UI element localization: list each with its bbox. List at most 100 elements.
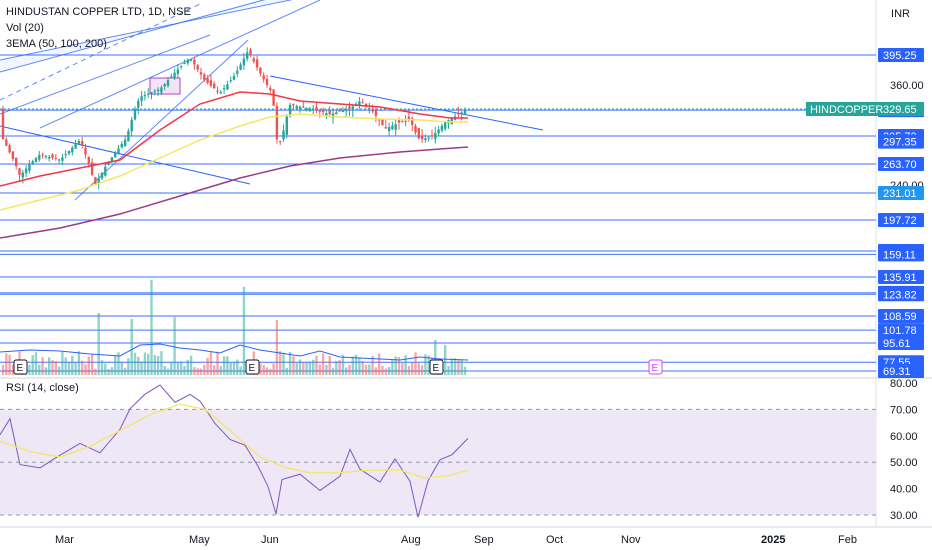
- volume-bar: [189, 355, 193, 375]
- price-level-tag-box: [878, 287, 924, 302]
- volume-bar: [424, 354, 427, 375]
- volume-bar: [338, 360, 341, 375]
- volume-bar: [345, 367, 348, 375]
- volume-bar: [180, 361, 183, 375]
- candle: [61, 157, 64, 161]
- volume-bar: [61, 351, 64, 375]
- volume-bar: [351, 356, 354, 375]
- candle: [133, 108, 137, 120]
- candle: [411, 118, 414, 125]
- volume-bar: [434, 340, 437, 375]
- candle: [387, 127, 391, 132]
- volume-bar: [44, 367, 48, 375]
- candle: [460, 112, 463, 114]
- candle: [31, 161, 34, 165]
- volume-bar: [94, 368, 97, 375]
- candle: [18, 168, 21, 175]
- volume-bar: [394, 356, 397, 375]
- symbol-tag: HINDCOPPER: [806, 102, 883, 116]
- candle: [28, 164, 31, 171]
- volume-bar: [67, 362, 71, 375]
- earnings-marker: E: [648, 359, 663, 375]
- candle: [444, 122, 447, 129]
- candle: [163, 83, 166, 87]
- volume-bar: [11, 364, 15, 375]
- candle: [262, 75, 265, 80]
- chart-title[interactable]: HINDUSTAN COPPER LTD, 1D, NSE: [6, 6, 191, 18]
- volume-bar: [163, 365, 166, 375]
- volume-bar: [222, 356, 226, 375]
- candle: [321, 110, 325, 113]
- volume-bar: [173, 317, 176, 375]
- volume-bar: [199, 368, 203, 375]
- volume-bar: [265, 367, 269, 375]
- volume-bar: [414, 352, 417, 375]
- volume-bar: [361, 360, 364, 375]
- volume-ma-line: [0, 343, 469, 361]
- candle: [457, 113, 460, 115]
- earnings-marker-box: [13, 359, 28, 375]
- trend-line: [0, 0, 293, 61]
- volume-bar: [97, 313, 100, 375]
- volume-bar: [209, 351, 213, 375]
- rsi-axis-tick: 40.00: [890, 484, 918, 496]
- candle: [341, 110, 345, 113]
- candle: [414, 125, 417, 133]
- volume-bar: [54, 361, 57, 375]
- volume-bar: [259, 363, 262, 375]
- candle: [259, 67, 262, 74]
- time-axis: Mar May Jun Aug Sep Oct Nov 2025 Feb: [55, 534, 857, 546]
- volume-bar: [381, 365, 384, 375]
- volume-bar: [51, 360, 54, 375]
- volume-bar: [130, 319, 133, 375]
- volume-bar: [117, 352, 120, 375]
- price-level-tag: 123.82: [878, 287, 924, 302]
- volume-bar: [417, 363, 420, 375]
- volume-bar: [219, 366, 222, 375]
- candle: [213, 83, 216, 89]
- price-level-tag-box: [878, 48, 924, 62]
- volume-legend[interactable]: Vol (20): [6, 22, 44, 34]
- candle: [219, 91, 222, 93]
- candle: [44, 156, 48, 158]
- volume-bar: [262, 365, 265, 375]
- candle: [229, 80, 232, 82]
- candle: [140, 96, 143, 102]
- candle: [1, 108, 5, 140]
- volume-bar: [110, 367, 114, 375]
- volume-bar: [450, 358, 453, 375]
- candle: [404, 120, 407, 122]
- earnings-marker-label: E: [652, 363, 659, 374]
- ema-legend[interactable]: 3EMA (50, 100, 200): [6, 38, 107, 50]
- price-level-tag-box: [878, 213, 924, 227]
- volume-bar: [232, 361, 236, 375]
- volume-bar: [41, 357, 44, 375]
- earnings-marker-label: E: [17, 363, 24, 374]
- time-axis-tick: Mar: [55, 534, 74, 546]
- rsi-legend[interactable]: RSI (14, close): [6, 382, 79, 394]
- volume-bar: [371, 355, 374, 375]
- candle: [189, 59, 193, 62]
- candle: [288, 104, 292, 116]
- price-level-tag-label: 123.82: [883, 289, 917, 301]
- price-level-tag-box: [878, 309, 924, 323]
- price-level-tag: 135.91: [878, 270, 924, 284]
- candle: [143, 94, 147, 97]
- rsi-ma-line: [0, 403, 469, 479]
- candle: [186, 59, 189, 64]
- volume-bar: [143, 352, 147, 375]
- candle: [417, 128, 420, 139]
- volume-bar: [153, 354, 156, 375]
- price-level-tag: 159.11: [878, 247, 924, 262]
- candle: [71, 147, 74, 153]
- candle: [8, 145, 11, 153]
- currency-label[interactable]: INR: [891, 8, 910, 20]
- candle: [166, 80, 170, 86]
- volume-bar: [156, 356, 160, 375]
- volume-bar: [411, 362, 414, 375]
- volume-bar: [453, 358, 457, 375]
- candle: [100, 172, 104, 179]
- volume-bar: [107, 368, 110, 375]
